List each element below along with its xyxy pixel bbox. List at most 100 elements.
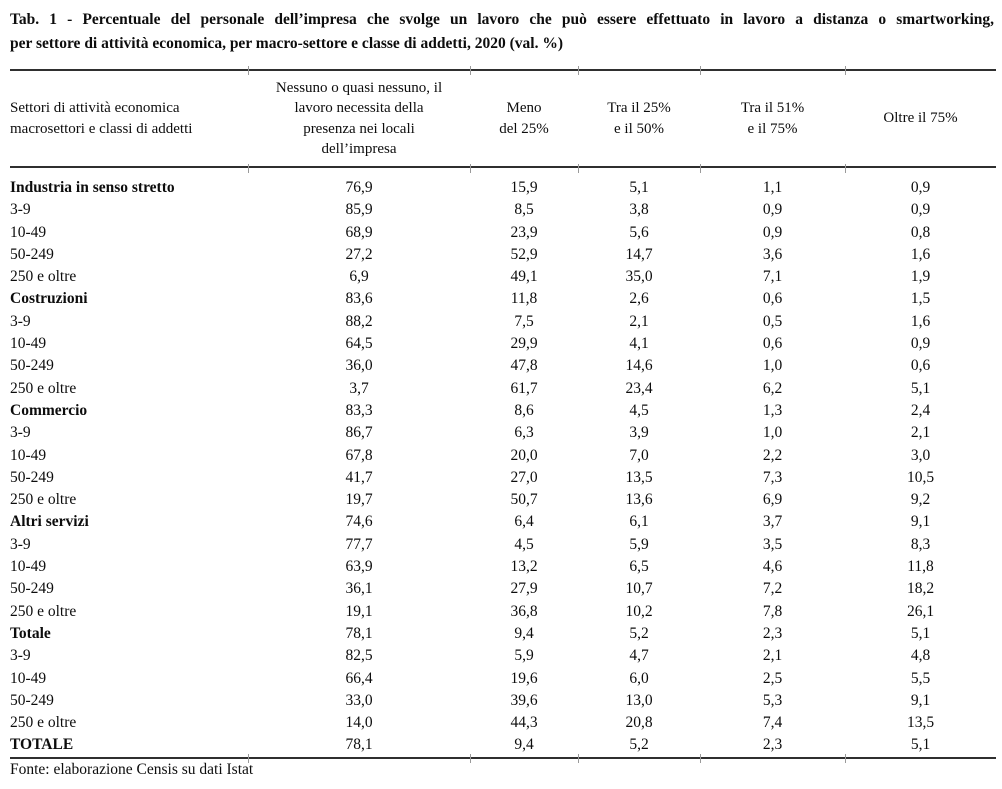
column-boundary-tick — [247, 164, 249, 173]
cell-value: 7,2 — [762, 580, 783, 598]
cell-value: 83,3 — [345, 401, 373, 419]
cell-value: 3,5 — [762, 535, 783, 553]
cell-value: 83,6 — [345, 290, 373, 308]
cell-value: 82,5 — [345, 647, 373, 665]
table-row: 50-249 36,1 27,9 10,7 7,2 18,2 — [10, 578, 996, 600]
cell-value: 3,9 — [629, 424, 649, 442]
row-label: 3-9 — [10, 535, 31, 553]
cell-value: 2,6 — [629, 290, 649, 308]
cell-value: 1,6 — [910, 245, 931, 263]
cell-value: 6,4 — [514, 513, 534, 531]
column-boundary-tick — [469, 164, 471, 173]
cell-value: 9,1 — [910, 513, 931, 531]
column-boundary-tick — [699, 66, 701, 75]
cell-value: 7,1 — [762, 268, 783, 286]
cell-value: 1,6 — [910, 312, 931, 330]
source-note: Fonte: elaborazione Censis su dati Istat — [10, 761, 254, 778]
cell-value: 41,7 — [345, 468, 373, 486]
column-boundary-tick — [844, 164, 846, 173]
cell-value: 0,9 — [762, 201, 783, 219]
cell-value: 15,9 — [510, 179, 538, 196]
cell-value: 23,9 — [510, 223, 538, 241]
table-body: Industria in senso stretto 76,9 15,9 5,1 1,1… — [10, 167, 996, 758]
row-label: 250 e oltre — [10, 602, 77, 620]
table-row: 3-9 86,7 6,3 3,9 1,0 2,1 — [10, 422, 996, 444]
cell-value: 0,9 — [762, 223, 783, 241]
cell-value: 5,9 — [514, 647, 534, 665]
row-label: 10-49 — [10, 558, 47, 576]
table-row: 250 e oltre 6,9 49,1 35,0 7,1 1,9 — [10, 266, 996, 288]
column-header-meno-25: Meno del 25% — [499, 100, 549, 137]
cell-value: 9,4 — [514, 624, 534, 642]
cell-value: 63,9 — [345, 558, 373, 576]
cell-value: 29,9 — [510, 335, 538, 353]
cell-value: 2,1 — [629, 312, 649, 330]
table-header: Settori di attività economica macrosetto… — [10, 70, 996, 167]
cell-value: 66,4 — [345, 669, 373, 687]
row-label: 10-49 — [10, 669, 47, 687]
table-row: 10-49 67,8 20,0 7,0 2,2 3,0 — [10, 445, 996, 467]
cell-value: 4,5 — [629, 401, 649, 419]
column-boundary-tick — [577, 754, 579, 763]
cell-value: 36,8 — [510, 602, 538, 620]
row-label: 50-249 — [10, 580, 54, 598]
cell-value: 44,3 — [510, 714, 538, 732]
column-boundary-tick — [577, 66, 579, 75]
cell-value: 7,0 — [629, 446, 649, 464]
row-label: 10-49 — [10, 446, 47, 464]
cell-value: 88,2 — [345, 312, 373, 330]
cell-value: 1,5 — [910, 290, 931, 308]
table-row: Totale 78,1 9,4 5,2 2,3 5,1 — [10, 623, 996, 645]
table-row: 50-249 36,0 47,8 14,6 1,0 0,6 — [10, 355, 996, 377]
column-header-oltre-75: Oltre il 75% — [883, 110, 958, 127]
cell-value: 50,7 — [510, 491, 538, 509]
header-row: Settori di attività economica macrosetto… — [10, 70, 996, 167]
cell-value: 6,0 — [629, 669, 649, 687]
cell-value: 0,5 — [762, 312, 783, 330]
cell-value: 5,3 — [762, 691, 783, 709]
cell-value: 5,2 — [629, 624, 649, 642]
row-label: 3-9 — [10, 424, 31, 442]
cell-value: 3,0 — [910, 446, 931, 464]
cell-value: 1,0 — [762, 357, 783, 375]
cell-value: 23,4 — [625, 379, 653, 397]
cell-value: 3,8 — [629, 201, 649, 219]
cell-value: 3,6 — [762, 245, 783, 263]
cell-value: 74,6 — [345, 513, 373, 531]
cell-value: 5,1 — [910, 736, 931, 754]
cell-value: 14,6 — [625, 357, 653, 375]
cell-value: 10,5 — [906, 468, 935, 486]
cell-value: 6,5 — [629, 558, 649, 576]
cell-value: 0,9 — [910, 335, 931, 353]
cell-value: 0,6 — [762, 335, 783, 353]
cell-value: 35,0 — [625, 268, 653, 286]
cell-value: 13,5 — [906, 714, 935, 732]
data-table: Settori di attività economica macrosetto… — [10, 69, 996, 759]
cell-value: 7,5 — [514, 312, 534, 330]
cell-value: 85,9 — [345, 201, 373, 219]
cell-value: 9,1 — [910, 691, 931, 709]
cell-value: 1,1 — [762, 179, 783, 196]
column-boundary-tick — [577, 164, 579, 173]
cell-value: 7,4 — [762, 714, 783, 732]
table-row: 3-9 85,9 8,5 3,8 0,9 0,9 — [10, 199, 996, 221]
row-label: 3-9 — [10, 312, 31, 330]
table-row: Industria in senso stretto 76,9 15,9 5,1 1,1… — [10, 167, 996, 199]
cell-value: 67,8 — [345, 446, 373, 464]
row-label: 250 e oltre — [10, 379, 77, 397]
cell-value: 7,3 — [762, 468, 783, 486]
cell-value: 8,6 — [514, 401, 534, 419]
cell-value: 6,3 — [514, 424, 534, 442]
cell-value: 33,0 — [345, 691, 373, 709]
cell-value: 11,8 — [907, 558, 934, 576]
cell-value: 6,9 — [349, 268, 369, 286]
cell-value: 49,1 — [510, 268, 538, 286]
cell-value: 4,6 — [762, 558, 783, 576]
cell-value: 47,8 — [510, 357, 538, 375]
row-label: 250 e oltre — [10, 268, 77, 286]
cell-value: 78,1 — [345, 624, 373, 642]
cell-value: 19,6 — [510, 669, 538, 687]
cell-value: 2,4 — [910, 401, 931, 419]
cell-value: 2,3 — [762, 736, 783, 754]
row-label: 50-249 — [10, 468, 54, 486]
